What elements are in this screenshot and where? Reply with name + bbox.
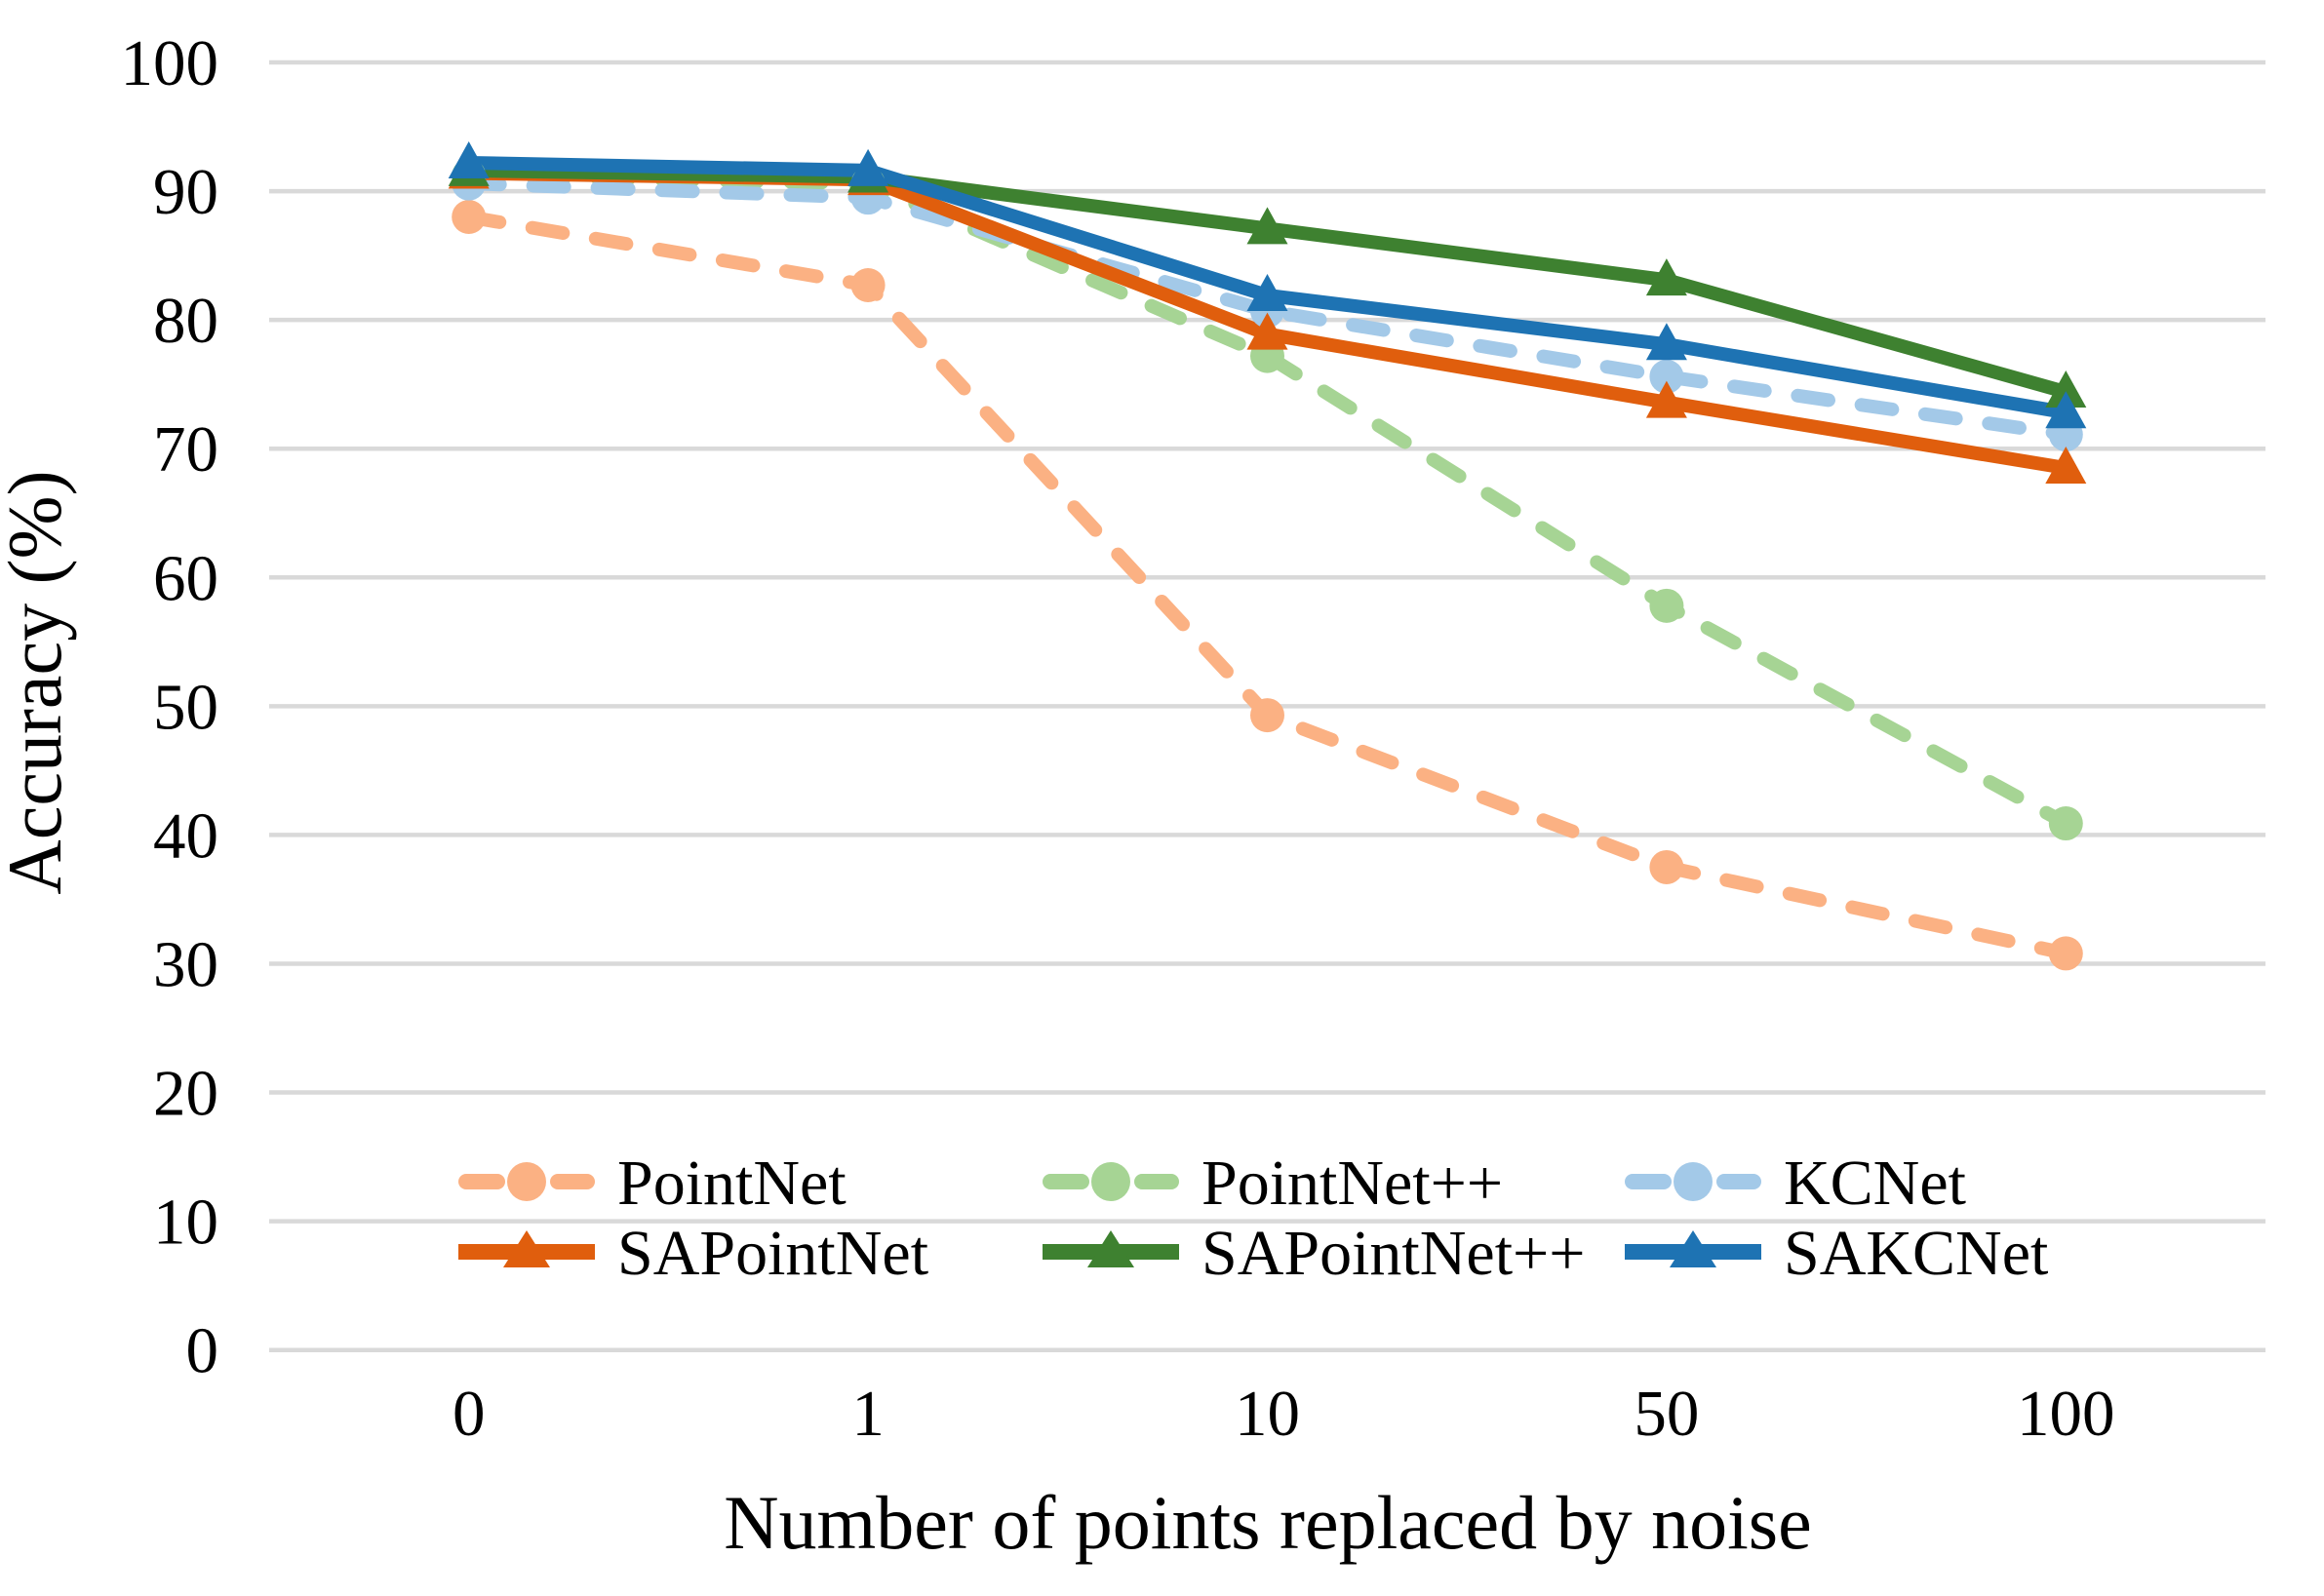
- series-marker-SAPointNet: [1246, 312, 1288, 350]
- series-marker-PointNet: [452, 199, 487, 234]
- series-marker-SAPointNet: [2045, 446, 2087, 484]
- series-marker-PointNet: [1649, 849, 1684, 884]
- series-marker-SAPointNet++: [1645, 258, 1687, 296]
- legend-triangle-marker: [1670, 1229, 1716, 1267]
- series-marker-SAPointNet++: [2045, 370, 2087, 409]
- axis-ticks: 0 10 20 30 40 50 60 70 80 90 100 0 1 10 50 100: [121, 27, 2115, 1450]
- legend-triangle-marker: [503, 1229, 550, 1267]
- series-marker-SAKCNet: [847, 148, 889, 186]
- y-tick-label-40: 40: [153, 799, 218, 872]
- legend-item-PointNet++: PointNet++: [1043, 1148, 1503, 1219]
- y-tick-label-70: 70: [153, 413, 218, 486]
- series-marker-SAPointNet: [1645, 380, 1687, 418]
- y-tick-label-0: 0: [186, 1315, 219, 1387]
- series-marker-SAPointNet++: [1246, 207, 1288, 245]
- x-tick-label-100: 100: [2017, 1378, 2115, 1450]
- legend-item-KCNet: KCNet: [1625, 1148, 1966, 1219]
- x-tick-label-1: 1: [851, 1378, 885, 1450]
- series-line-KCNet: [461, 176, 2073, 442]
- series-marker-PointNet: [850, 267, 886, 302]
- legend-item-PointNet: PointNet: [458, 1148, 847, 1219]
- legend-triangle-marker: [1087, 1229, 1134, 1267]
- x-tick-label-0: 0: [453, 1378, 486, 1450]
- legend-label-PointNet: PointNet: [617, 1148, 847, 1219]
- legend-circle-marker: [1674, 1162, 1713, 1201]
- legend-label-SAKCNet: SAKCNet: [1784, 1218, 2048, 1289]
- y-tick-label-80: 80: [153, 285, 218, 357]
- legend-label-SAPointNet: SAPointNet: [617, 1218, 928, 1289]
- series-marker-PointNet++: [2048, 806, 2083, 841]
- y-tick-label-10: 10: [153, 1187, 218, 1259]
- series-marker-SAKCNet: [2045, 391, 2087, 429]
- y-tick-label-20: 20: [153, 1058, 218, 1130]
- legend-circle-marker: [507, 1162, 546, 1201]
- series-marker-PointNet: [2048, 936, 2083, 971]
- y-tick-label-100: 100: [121, 27, 219, 99]
- y-tick-label-90: 90: [153, 156, 218, 228]
- legend-label-SAPointNet++: SAPointNet++: [1201, 1218, 1586, 1289]
- legend-item-SAPointNet++: SAPointNet++: [1043, 1218, 1586, 1289]
- series-marker-PointNet: [1250, 698, 1284, 733]
- series-marker-KCNet: [1649, 359, 1684, 394]
- x-tick-label-10: 10: [1235, 1378, 1300, 1450]
- y-tick-label-50: 50: [153, 671, 218, 743]
- legend-circle-marker: [1091, 1162, 1130, 1201]
- y-tick-label-60: 60: [153, 542, 218, 614]
- series-marker-SAKCNet: [448, 140, 490, 178]
- series-marker-PointNet++: [1649, 588, 1684, 623]
- x-axis-title: Number of points replaced by noise: [724, 1480, 1812, 1565]
- y-axis-title: Accuracy (%): [0, 470, 77, 894]
- series-markers: [448, 140, 2087, 971]
- legend-label-PointNet++: PointNet++: [1201, 1148, 1503, 1219]
- legend: PointNet PointNet++ KCNet SAPointNet SAPoint…: [458, 1148, 2048, 1289]
- legend-label-KCNet: KCNet: [1784, 1148, 1966, 1219]
- legend-item-SAPointNet: SAPointNet: [458, 1218, 928, 1289]
- series-marker-SAKCNet: [1645, 323, 1687, 361]
- series-marker-SAKCNet: [1246, 274, 1288, 312]
- legend-item-SAKCNet: SAKCNet: [1625, 1218, 2048, 1289]
- y-tick-label-30: 30: [153, 928, 218, 1000]
- x-tick-label-50: 50: [1634, 1378, 1699, 1450]
